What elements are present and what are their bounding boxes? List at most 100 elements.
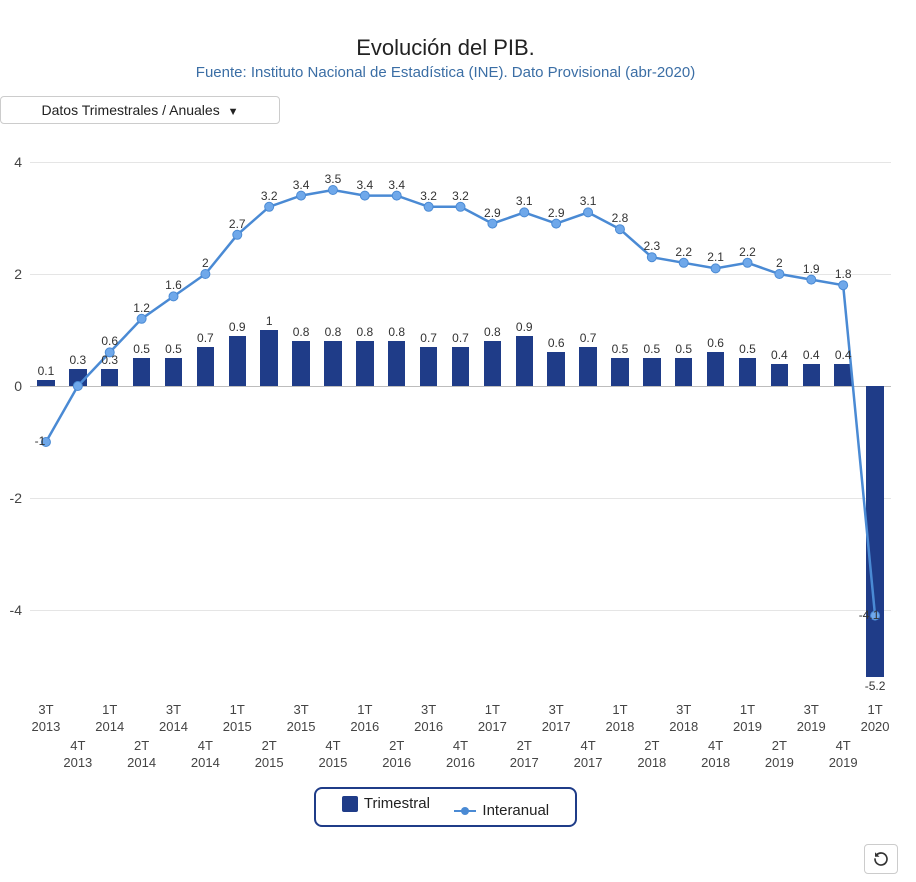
- x-tick-label: 4T2014: [191, 738, 220, 772]
- bar-value-label: 0.8: [388, 325, 405, 339]
- line-value-label: 1.9: [803, 262, 820, 276]
- x-tick-label: 2T2018: [637, 738, 666, 772]
- x-tick-label: 3T2016: [414, 702, 443, 736]
- bar-value-label: 0.8: [293, 325, 310, 339]
- bar-value-label: 0.6: [707, 336, 724, 350]
- line-value-label: 1.6: [165, 278, 182, 292]
- x-tick-label: 1T2014: [95, 702, 124, 736]
- bar-value-label: 0.5: [675, 342, 692, 356]
- bar-value-label: 0.8: [325, 325, 342, 339]
- chart-title: Evolución del PIB.: [0, 35, 891, 61]
- line-value-label: 3.4: [356, 178, 373, 192]
- line-value-label: 3.4: [388, 178, 405, 192]
- bar-value-label: 1: [266, 314, 273, 328]
- bar-value-label: 0.8: [356, 325, 373, 339]
- bar-value-label: 0.5: [643, 342, 660, 356]
- x-tick-label: 4T2015: [318, 738, 347, 772]
- bar-value-label: 0.4: [771, 348, 788, 362]
- x-tick-label: 4T2017: [574, 738, 603, 772]
- refresh-button[interactable]: [864, 844, 898, 874]
- bar-value-label: 0.9: [516, 320, 533, 334]
- line-value-label: 2: [202, 256, 209, 270]
- y-tick-label: -2: [10, 490, 22, 506]
- bar-value-label: 0.7: [420, 331, 437, 345]
- x-tick-label: 1T2016: [350, 702, 379, 736]
- bar-value-label: 0.5: [133, 342, 150, 356]
- x-tick-label: 1T2019: [733, 702, 762, 736]
- x-tick-label: 3T2018: [669, 702, 698, 736]
- x-tick-label: 2T2015: [255, 738, 284, 772]
- line-value-label: 2.3: [643, 239, 660, 253]
- bar-value-label: 0.7: [452, 331, 469, 345]
- line-value-label: 2.9: [484, 206, 501, 220]
- x-tick-label: 4T2016: [446, 738, 475, 772]
- line-value-label: 2.7: [229, 217, 246, 231]
- line-value-label: 2.2: [675, 245, 692, 259]
- legend-label: Interanual: [482, 802, 549, 819]
- bar-value-label: 0.1: [38, 364, 55, 378]
- bar-value-label: 0.5: [739, 342, 756, 356]
- line-value-label: 1.8: [835, 267, 852, 281]
- line-value-label: 3.2: [420, 189, 437, 203]
- bar-value-label: 0.7: [580, 331, 597, 345]
- line-swatch-icon: [454, 810, 476, 812]
- plot-area: 0.1 0.3 0.3 0.5 0.5 0.7 0.9 1 0.8 0.8 0.8 0.8 0.7 0.7…: [30, 134, 891, 694]
- bar-value-label: 0.9: [229, 320, 246, 334]
- line-value-label: 3.5: [325, 172, 342, 186]
- data-view-dropdown[interactable]: Datos Trimestrales / Anuales ▼: [0, 96, 280, 124]
- x-tick-label: 3T2014: [159, 702, 188, 736]
- bar-value-label: 0.5: [612, 342, 629, 356]
- x-tick-label: 2T2017: [510, 738, 539, 772]
- caret-down-icon: ▼: [228, 106, 239, 118]
- x-tick-label: 1T2017: [478, 702, 507, 736]
- line-value-label: 2.9: [548, 206, 565, 220]
- bar-value-label: 0.4: [803, 348, 820, 362]
- bar-value-label: 0.4: [835, 348, 852, 362]
- legend-item-interanual[interactable]: Interanual: [454, 802, 549, 819]
- chart-subtitle: Fuente: Instituto Nacional de Estadístic…: [0, 64, 891, 81]
- x-tick-label: 2T2016: [382, 738, 411, 772]
- x-tick-label: 3T2019: [797, 702, 826, 736]
- x-tick-label: 1T2020: [861, 702, 890, 736]
- bar-value-label: 0.8: [484, 325, 501, 339]
- bar-value-label: 0.5: [165, 342, 182, 356]
- bar-swatch-icon: [342, 796, 358, 812]
- x-tick-label: 3T2013: [31, 702, 60, 736]
- line-value-label: 2.8: [612, 211, 629, 225]
- line-value-label: 3.2: [452, 189, 469, 203]
- x-tick-label: 4T2019: [829, 738, 858, 772]
- line-value-label: 3.2: [261, 189, 278, 203]
- bar-value-label: 0.7: [197, 331, 214, 345]
- bar-value-label: -5.2: [865, 679, 886, 693]
- legend-label: Trimestral: [364, 795, 430, 812]
- chart-container: Evolución del PIB. Fuente: Instituto Nac…: [0, 0, 916, 882]
- bar-value-label: 0.3: [69, 353, 86, 367]
- line-value-label: 2: [776, 256, 783, 270]
- bar-value-label: 0.3: [101, 353, 118, 367]
- line-value-label: 3.1: [516, 194, 533, 208]
- line-value-label: 3.1: [580, 194, 597, 208]
- legend: Trimestral Interanual: [0, 787, 891, 827]
- x-tick-label: 2T2014: [127, 738, 156, 772]
- line-value-label: 2.2: [739, 245, 756, 259]
- x-tick-label: 4T2018: [701, 738, 730, 772]
- y-tick-label: 4: [14, 154, 22, 170]
- x-tick-label: 3T2017: [542, 702, 571, 736]
- legend-item-trimestral[interactable]: Trimestral: [342, 795, 430, 812]
- x-tick-label: 3T2015: [287, 702, 316, 736]
- line-value-label: 1.2: [133, 301, 150, 315]
- line-value-label: -4.1: [859, 608, 880, 622]
- x-tick-label: 2T2019: [765, 738, 794, 772]
- bar-value-label: 0.6: [548, 336, 565, 350]
- line-value-label: -1: [35, 434, 46, 448]
- y-tick-label: -4: [10, 602, 22, 618]
- x-tick-label: 1T2018: [605, 702, 634, 736]
- line-value-label: 0.6: [101, 334, 118, 348]
- x-tick-label: 1T2015: [223, 702, 252, 736]
- y-tick-label: 0: [14, 378, 22, 394]
- refresh-icon: [872, 850, 890, 868]
- x-tick-label: 4T2013: [63, 738, 92, 772]
- legend-box: Trimestral Interanual: [314, 787, 577, 827]
- dropdown-label: Datos Trimestrales / Anuales: [42, 102, 220, 118]
- line-value-label: 3.4: [293, 178, 310, 192]
